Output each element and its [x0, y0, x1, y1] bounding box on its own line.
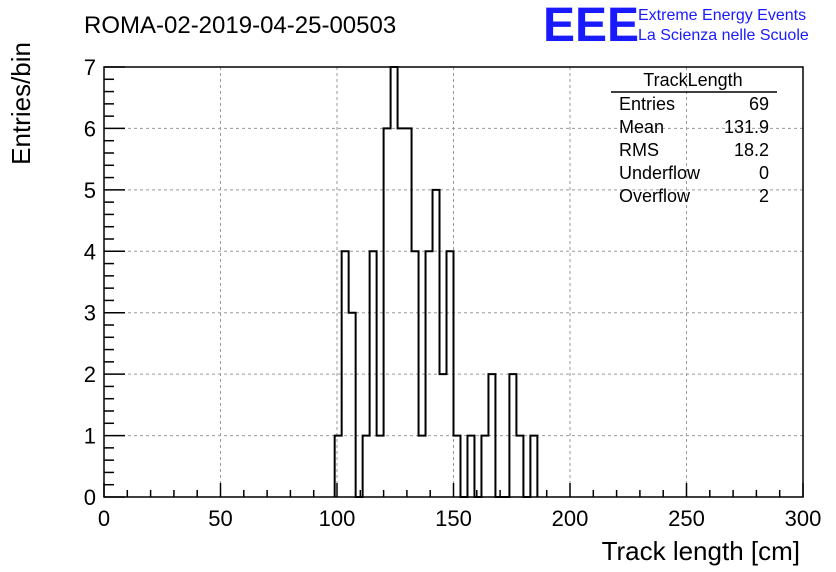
stats-title: TrackLength: [643, 70, 742, 90]
stats-row-label: Mean: [619, 117, 664, 137]
y-tick-label: 7: [84, 55, 96, 80]
y-tick-label: 5: [84, 178, 96, 203]
x-axis-ticks: 0 50 100 150 200 250 300: [98, 483, 821, 531]
stats-row-value: 69: [749, 94, 769, 114]
stats-rows: Entries 69 Mean 131.9 RMS 18.2 Underflow 0 Overf…: [619, 94, 769, 206]
stats-row-label: RMS: [619, 140, 659, 160]
stats-row-label: Underflow: [619, 163, 701, 183]
eee-logo: EEE Extreme Energy Events La Scienza nel…: [543, 0, 809, 52]
stats-row-value: 2: [759, 186, 769, 206]
y-tick-label: 1: [84, 424, 96, 449]
logo-mark: EEE: [543, 0, 639, 52]
y-tick-label: 4: [84, 239, 96, 264]
stats-row-value: 18.2: [734, 140, 769, 160]
stats-row-label: Entries: [619, 94, 675, 114]
x-tick-label: 300: [785, 506, 822, 531]
stats-row-value: 131.9: [724, 117, 769, 137]
y-axis-title: Entries/bin: [6, 42, 36, 165]
x-tick-label: 150: [435, 506, 472, 531]
x-tick-label: 100: [319, 506, 356, 531]
x-tick-label: 0: [98, 506, 110, 531]
logo-line-2: La Scienza nelle Scuole: [638, 27, 809, 44]
stats-box: TrackLength Entries 69 Mean 131.9 RMS 18.2 Und…: [611, 70, 777, 206]
stats-row-value: 0: [759, 163, 769, 183]
y-tick-label: 2: [84, 362, 96, 387]
stats-row-label: Overflow: [619, 186, 691, 206]
x-tick-label: 250: [668, 506, 705, 531]
y-tick-label: 0: [84, 485, 96, 510]
x-tick-label: 200: [552, 506, 589, 531]
x-axis-title: Track length [cm]: [602, 536, 800, 566]
x-tick-label: 50: [208, 506, 232, 531]
run-title: ROMA-02-2019-04-25-00503: [84, 12, 396, 39]
y-tick-label: 3: [84, 301, 96, 326]
y-axis-ticks: 0 1 2 3 4 5 6 7: [84, 55, 125, 510]
y-tick-label: 6: [84, 116, 96, 141]
logo-line-1: Extreme Energy Events: [638, 7, 806, 24]
